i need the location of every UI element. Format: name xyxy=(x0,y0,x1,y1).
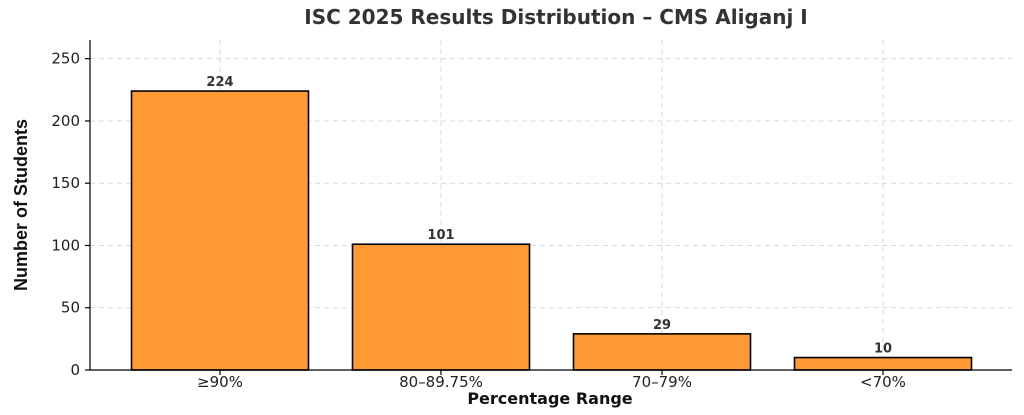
data-label: 29 xyxy=(653,318,671,333)
x-tick-label: <70% xyxy=(860,373,906,391)
x-axis-label: Percentage Range xyxy=(467,389,632,408)
bar xyxy=(130,90,310,371)
x-tick-label: ≥90% xyxy=(197,373,243,391)
y-tick-label: 200 xyxy=(51,112,80,130)
data-label: 10 xyxy=(874,342,892,357)
data-label: 101 xyxy=(427,228,454,243)
x-tick-label: 80–89.75% xyxy=(399,373,483,391)
bars xyxy=(130,90,973,371)
bar xyxy=(572,333,752,371)
y-tick-label: 50 xyxy=(61,299,80,317)
y-tick-label: 150 xyxy=(51,174,80,192)
bar xyxy=(351,243,531,371)
x-axis-ticks: ≥90% 80–89.75% 70–79% <70% xyxy=(197,370,906,391)
y-axis-label: Number of Students xyxy=(11,119,31,291)
data-label: 224 xyxy=(206,75,233,90)
y-tick-label: 0 xyxy=(70,361,80,379)
chart-title: ISC 2025 Results Distribution – CMS Alig… xyxy=(304,5,807,29)
x-tick-label: 70–79% xyxy=(632,373,692,391)
y-axis-ticks: 0 50 100 150 200 250 xyxy=(51,50,90,379)
bar xyxy=(793,356,973,371)
y-tick-label: 250 xyxy=(51,50,80,68)
data-labels: 224 101 29 10 xyxy=(206,75,892,356)
y-tick-label: 100 xyxy=(51,236,80,254)
